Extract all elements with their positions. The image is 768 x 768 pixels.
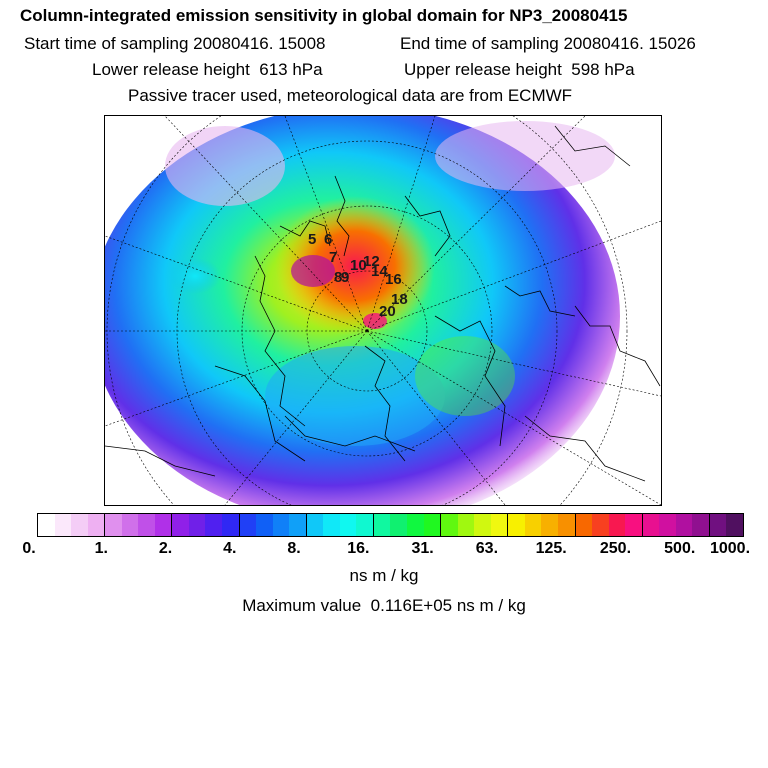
- colorbar-swatch: [642, 514, 660, 536]
- release-label-16: 16: [385, 271, 402, 288]
- colorbar-swatch: [659, 514, 676, 536]
- start-time-label: Start time of sampling 20080416. 15008: [24, 34, 326, 53]
- plot-title: Column-integrated emission sensitivity i…: [20, 6, 628, 25]
- colorbar-tick-label: 500.: [664, 540, 696, 557]
- colorbar-swatch: [390, 514, 408, 536]
- release-label-12: 12: [363, 253, 380, 270]
- release-location-labels: 5 6 7 10 12 14 16 18 20 9 8: [308, 231, 408, 320]
- colorbar-swatch: [256, 514, 273, 536]
- colorbar-swatch: [709, 514, 727, 536]
- release-label-5: 5: [308, 231, 316, 248]
- colorbar-swatch: [205, 514, 223, 536]
- colorbar-swatch: [541, 514, 558, 536]
- colorbar-tick-label: 8.: [287, 540, 301, 557]
- colorbar-swatch: [407, 514, 424, 536]
- colorbar-tick-label: 1000.: [709, 540, 751, 557]
- colorbar-swatch: [575, 514, 593, 536]
- units-label: ns m / kg: [349, 566, 419, 585]
- max-value-label: Maximum value 0.116E+05 ns m / kg: [242, 596, 526, 615]
- colorbar-swatch: [373, 514, 391, 536]
- coastlines: [105, 125, 661, 482]
- colorbar-swatch: [508, 514, 525, 536]
- colorbar-swatch: [121, 514, 139, 536]
- colorbar-swatch: [692, 514, 710, 536]
- colorbar-swatch: [356, 514, 374, 536]
- end-time-label: End time of sampling 20080416. 15026: [400, 34, 696, 53]
- release-label-6: 6: [324, 231, 332, 248]
- colorbar-swatch: [592, 514, 609, 536]
- release-label-10: 10: [350, 257, 367, 274]
- release-label-20: 20: [379, 303, 396, 320]
- colorbar-swatch: [306, 514, 324, 536]
- colorbar-swatch: [105, 514, 122, 536]
- sensitivity-field: [105, 116, 620, 505]
- colorbar-swatch: [71, 514, 88, 536]
- release-label-7: 7: [329, 249, 337, 266]
- colorbar-tick-label: 16.: [347, 540, 370, 557]
- colorbar-swatch: [339, 514, 357, 536]
- colorbar-swatch: [625, 514, 643, 536]
- colorbar-swatch: [726, 514, 743, 536]
- colorbar-swatch: [474, 514, 491, 536]
- colorbar-swatch: [557, 514, 576, 536]
- colorbar-tick-label: 4.: [223, 540, 237, 557]
- colorbar-swatch: [172, 514, 189, 536]
- colorbar-tick-label: 1.: [94, 540, 108, 557]
- map-panel: 5 6 7 10 12 14 16 18 20 9 8: [104, 115, 662, 506]
- colorbar-tick-label: 31.: [411, 540, 434, 557]
- colorbar-tick-label: 0.: [22, 540, 36, 557]
- colorbar-swatch: [441, 514, 458, 536]
- colorbar-swatch: [188, 514, 206, 536]
- release-label-8: 8: [334, 269, 342, 286]
- colorbar-swatch: [38, 514, 55, 536]
- colorbar-swatch: [289, 514, 307, 536]
- colorbar-swatch: [524, 514, 542, 536]
- colorbar: [37, 513, 744, 537]
- colorbar-swatch: [138, 514, 155, 536]
- colorbar-swatch: [222, 514, 240, 536]
- colorbar-tick-label: 63.: [475, 540, 499, 557]
- tracer-note: Passive tracer used, meteorological data…: [128, 86, 573, 105]
- colorbar-swatch: [54, 514, 72, 536]
- colorbar-swatch: [675, 514, 693, 536]
- colorbar-swatch: [323, 514, 340, 536]
- colorbar-swatch: [239, 514, 257, 536]
- colorbar-swatch: [154, 514, 173, 536]
- graticule: [105, 116, 661, 505]
- colorbar-swatch: [272, 514, 290, 536]
- release-label-18: 18: [391, 291, 408, 308]
- release-label-14: 14: [371, 263, 388, 280]
- colorbar-tick-label: 2.: [158, 540, 173, 557]
- upper-release-label: Upper release height 598 hPa: [404, 60, 635, 79]
- release-label-9: 9: [341, 269, 349, 286]
- colorbar-swatch: [608, 514, 626, 536]
- lower-release-label: Lower release height 613 hPa: [92, 60, 323, 79]
- colorbar-tick-label: 125.: [535, 540, 567, 557]
- colorbar-swatch: [87, 514, 106, 536]
- colorbar-swatch: [490, 514, 509, 536]
- colorbar-swatch: [457, 514, 475, 536]
- colorbar-tick-label: 250.: [599, 540, 632, 557]
- colorbar-swatch: [423, 514, 442, 536]
- emission-sensitivity-map: 5 6 7 10 12 14 16 18 20 9 8: [105, 116, 661, 505]
